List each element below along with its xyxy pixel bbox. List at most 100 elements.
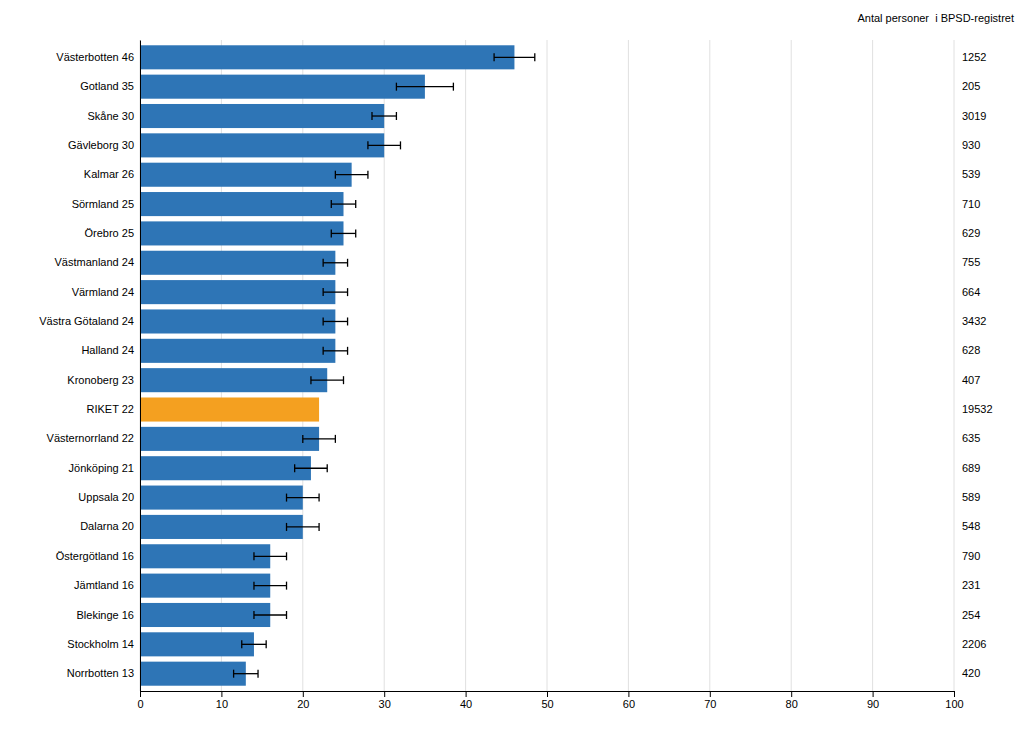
right-axis-label: Antal personer i BPSD-registret [857,12,1014,24]
x-tick-mark [547,691,548,697]
error-bar [254,611,287,619]
y-tick: Uppsala 20 [78,491,140,503]
error-cap [253,582,254,590]
y-tick: Dalarna 20 [80,520,140,532]
right-tick-label: 3432 [962,315,986,327]
x-tick-label: 70 [704,698,716,710]
y-tick: Västra Götaland 24 [39,315,140,327]
error-line [335,174,368,175]
y-tick: Västerbotten 46 [56,51,140,63]
bar [140,427,319,451]
error-bar [323,259,347,267]
x-tick-label: 0 [137,698,143,710]
error-cap [367,141,368,149]
y-tick-label: Västra Götaland 24 [39,315,134,327]
y-tick-label: RIKET 22 [87,403,135,415]
right-tick-label: 589 [962,491,980,503]
y-tick-label: Dalarna 20 [80,520,134,532]
bar [140,75,425,99]
x-tick-label: 10 [216,698,228,710]
x-tick-mark [221,691,222,697]
y-tick-label: Jönköping 21 [69,462,134,474]
error-cap [493,53,494,61]
right-tick: 635 [954,432,980,444]
error-cap [396,83,397,91]
y-tick-label: Norrbotten 13 [67,667,134,679]
x-tick: 70 [704,691,716,710]
x-tick-mark [710,691,711,697]
x-tick-mark [791,691,792,697]
error-cap [322,347,323,355]
error-line [295,468,328,469]
y-tick: Norrbotten 13 [67,667,140,679]
error-cap [233,670,234,678]
y-tick: RIKET 22 [87,403,141,415]
x-tick-mark [140,691,141,697]
error-cap [335,171,336,179]
right-tick-label: 539 [962,168,980,180]
right-tick: 1252 [954,51,986,63]
y-tick-label: Skåne 30 [88,110,134,122]
y-tick-label: Västmanland 24 [55,256,135,268]
x-tick-label: 50 [541,698,553,710]
bar [140,309,335,333]
error-bar [287,523,320,531]
right-tick-label: 710 [962,198,980,210]
error-cap [347,347,348,355]
error-line [494,57,535,58]
x-tick: 40 [460,691,472,710]
x-tick-label: 20 [297,698,309,710]
error-line [234,673,258,674]
error-cap [257,670,258,678]
bar [140,163,352,187]
x-tick: 30 [379,691,391,710]
y-tick: Västmanland 24 [55,256,141,268]
bar [140,339,335,363]
error-cap [355,200,356,208]
y-tick-label: Kalmar 26 [84,168,134,180]
right-tick: 231 [954,579,980,591]
x-tick-label: 60 [623,698,635,710]
bar [140,603,270,627]
grid-line [465,40,466,691]
right-tick: 689 [954,462,980,474]
right-tick: 628 [954,344,980,356]
bar [140,397,319,421]
x-tick-mark [873,691,874,697]
error-bar [323,347,347,355]
error-bar [323,317,347,325]
right-tick: 407 [954,374,980,386]
right-tick-label: 664 [962,286,980,298]
x-tick-label: 80 [786,698,798,710]
error-line [323,262,347,263]
error-cap [286,523,287,531]
x-tick: 50 [541,691,553,710]
bar [140,662,246,686]
right-tick: 3019 [954,110,986,122]
right-tick-label: 254 [962,609,980,621]
bar [140,45,514,69]
right-tick: 205 [954,80,980,92]
error-bar [242,640,266,648]
error-bar [331,229,355,237]
right-tick: 790 [954,550,980,562]
error-line [287,526,320,527]
y-tick-label: Örebro 25 [84,227,134,239]
right-tick-label: 205 [962,80,980,92]
plot: 0102030405060708090100Norrbotten 13Stock… [39,40,992,710]
right-tick: 420 [954,667,980,679]
error-bar [331,200,355,208]
right-tick-label: 689 [962,462,980,474]
right-tick-label: 548 [962,520,980,532]
error-cap [367,171,368,179]
error-bar [303,435,336,443]
x-tick: 60 [623,691,635,710]
x-tick-mark [628,691,629,697]
y-tick-label: Halland 24 [81,344,134,356]
error-cap [286,582,287,590]
bar [140,632,254,656]
error-cap [400,141,401,149]
right-tick: 930 [954,139,980,151]
error-bar [335,171,368,179]
right-tick-label: 1252 [962,51,986,63]
